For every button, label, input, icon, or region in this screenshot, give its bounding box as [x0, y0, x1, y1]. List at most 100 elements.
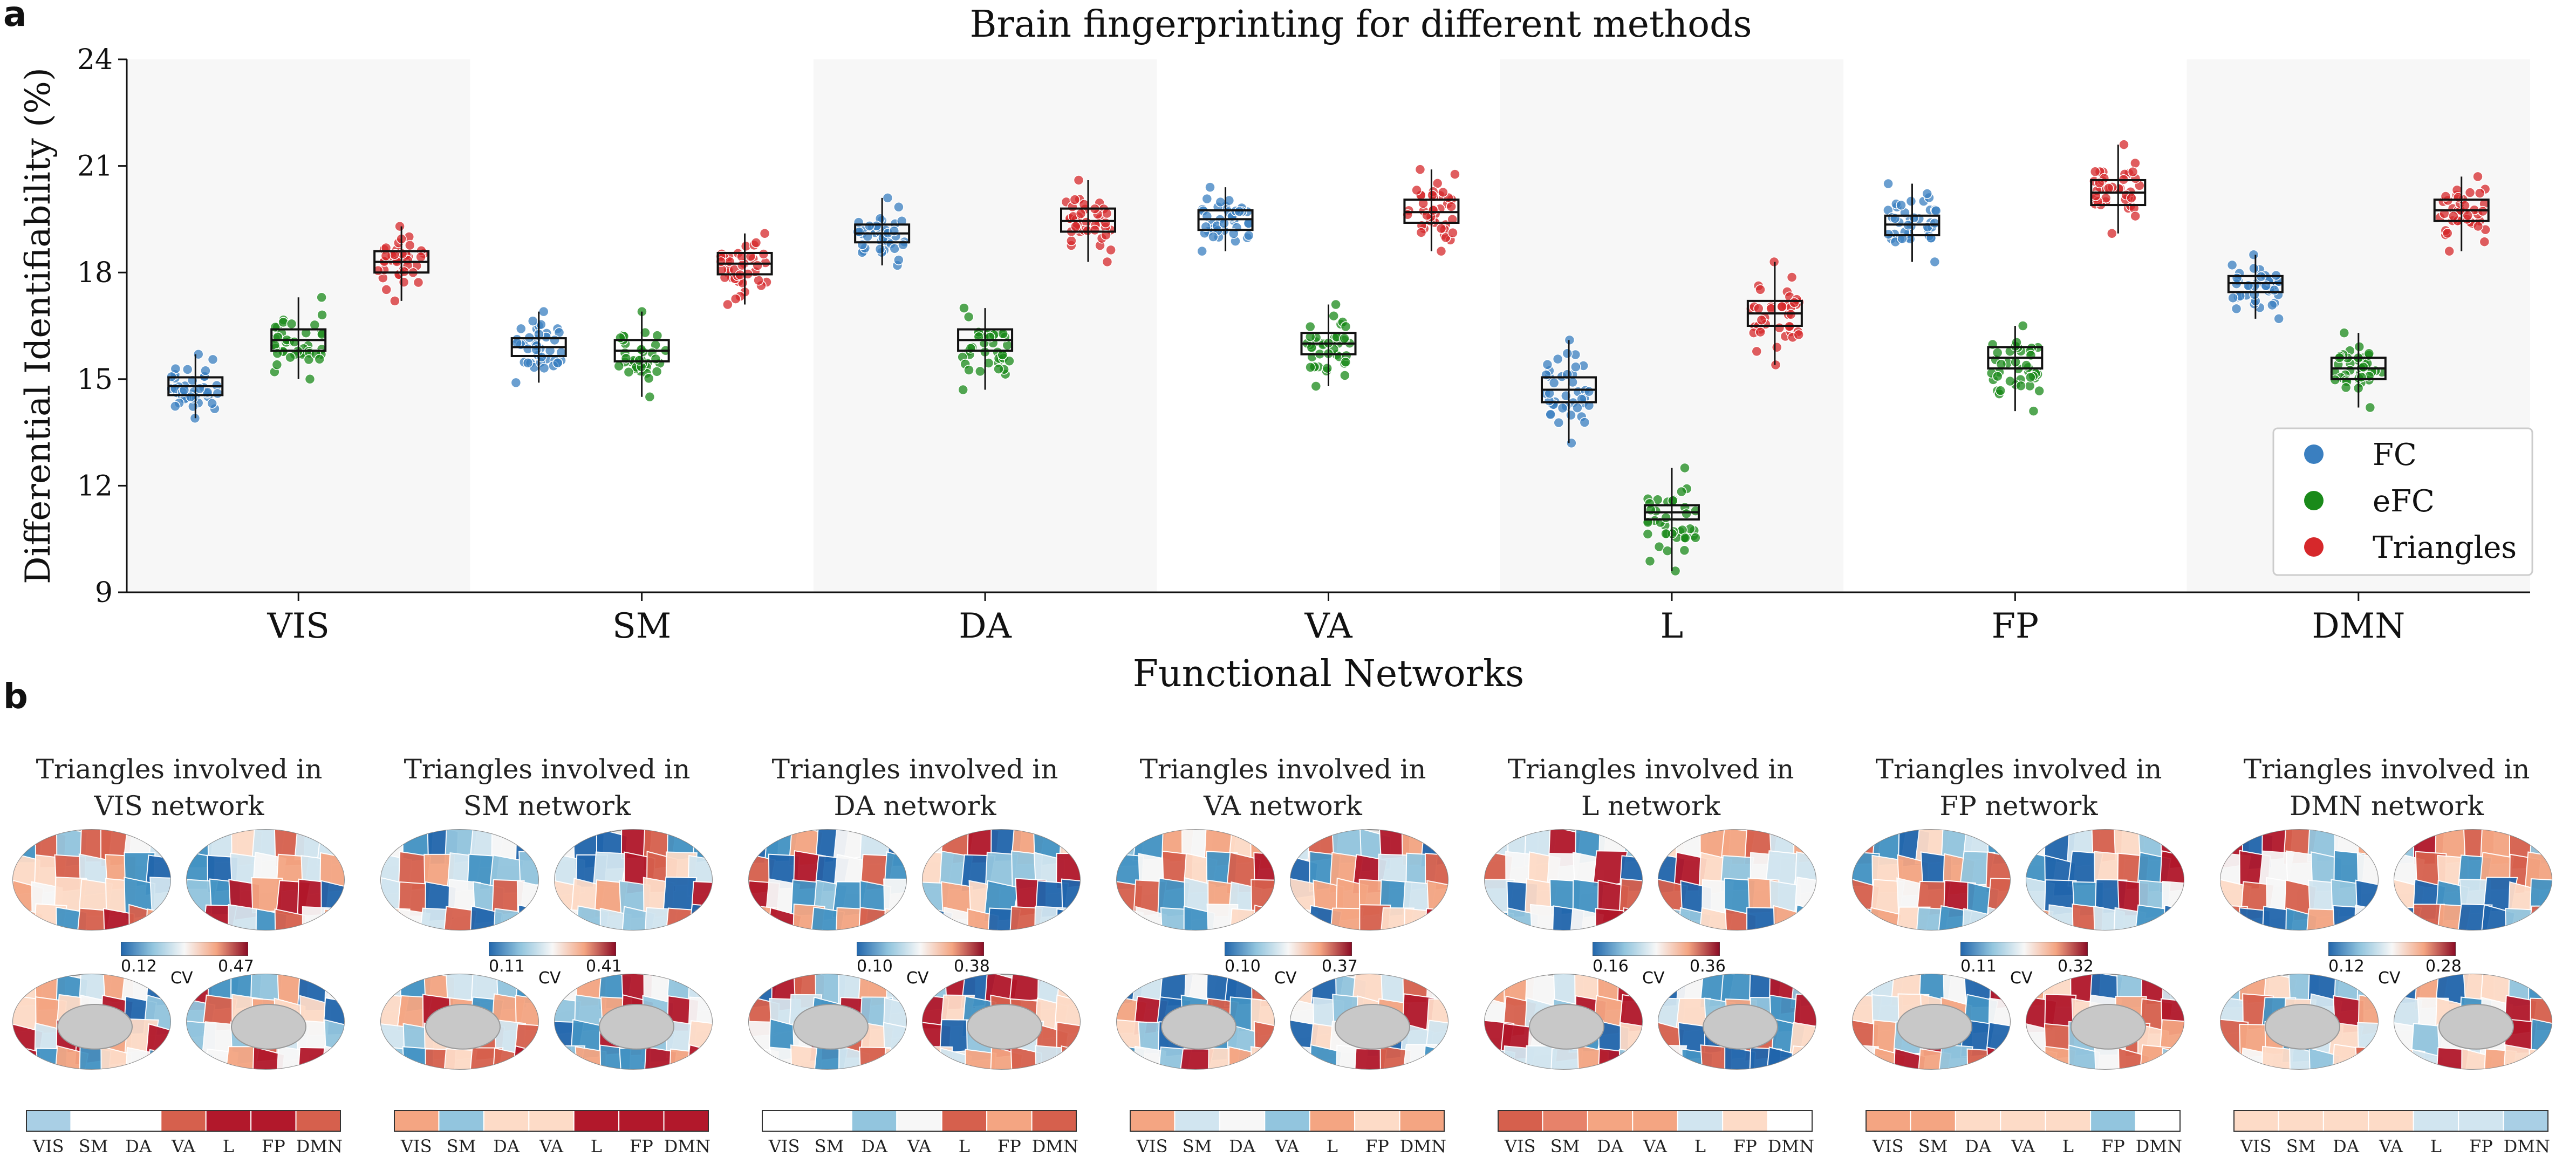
data-point — [1427, 205, 1439, 216]
network-title-line2: VIS network — [94, 790, 264, 822]
strip-label: DMN — [1399, 1136, 1446, 1157]
cv-label: CV — [2378, 969, 2401, 988]
data-point — [1661, 528, 1671, 539]
strip-label: FP — [1733, 1136, 1757, 1157]
data-point — [1929, 217, 1940, 229]
data-point — [381, 284, 392, 295]
strip-cell — [2368, 1110, 2414, 1132]
data-point — [304, 374, 316, 385]
data-point — [1205, 182, 1215, 193]
data-point — [405, 240, 415, 251]
cv-min-label: 0.10 — [857, 957, 893, 976]
data-point — [1579, 417, 1590, 428]
strip-cell — [1264, 1110, 1310, 1132]
medial-right-2 — [922, 974, 1081, 1070]
strip-label: DMN — [2135, 1136, 2182, 1157]
data-point — [730, 293, 741, 304]
cv-min-label: 0.16 — [1593, 957, 1629, 976]
data-point — [2130, 158, 2141, 169]
network-strip — [394, 1110, 709, 1132]
data-point — [2248, 249, 2259, 261]
data-point — [1427, 190, 1438, 201]
x-axis-label: Functional Networks — [1133, 653, 1524, 695]
data-point — [549, 334, 560, 346]
lateral-right-3 — [1290, 829, 1448, 931]
data-point — [1922, 188, 1932, 199]
data-point — [1070, 221, 1081, 232]
data-point — [2227, 292, 2238, 304]
network-strip — [1130, 1110, 1445, 1132]
data-point — [1450, 169, 1460, 180]
medial-left-5 — [1852, 974, 2011, 1070]
strip-label: VIS — [1872, 1136, 1904, 1157]
strip-cell — [1031, 1110, 1077, 1132]
strip-cell — [1498, 1110, 1543, 1132]
medial-left-2 — [748, 974, 907, 1070]
data-point — [1786, 272, 1798, 283]
data-point — [2089, 166, 2101, 177]
data-point — [1552, 353, 1563, 365]
strip-cell — [438, 1110, 484, 1132]
medial-right-3 — [1290, 974, 1448, 1070]
data-point — [1642, 529, 1653, 539]
strip-cell — [2135, 1110, 2181, 1132]
data-point — [2024, 380, 2035, 392]
data-point — [1102, 256, 1113, 268]
data-point — [413, 277, 424, 288]
data-point — [522, 358, 534, 368]
strip-cell — [896, 1110, 942, 1132]
data-point — [1755, 326, 1766, 338]
strip-cell — [160, 1110, 207, 1132]
strip-label: VIS — [768, 1136, 800, 1157]
lateral-left-1 — [380, 829, 539, 931]
data-point — [2340, 382, 2352, 393]
strip-label: VIS — [1504, 1136, 1536, 1157]
data-point — [316, 292, 327, 303]
strip-label: VA — [1275, 1136, 1300, 1157]
data-point — [640, 327, 651, 338]
data-point — [1548, 378, 1560, 388]
data-point — [1075, 208, 1087, 219]
data-point — [1690, 532, 1701, 543]
data-point — [2442, 228, 2453, 239]
data-point — [1340, 321, 1351, 332]
strip-label: L — [958, 1136, 971, 1157]
data-point — [1756, 314, 1767, 325]
medial-left-3 — [1116, 974, 1275, 1070]
strip-cell — [851, 1110, 898, 1132]
strip-cell — [2322, 1110, 2369, 1132]
x-tick-label: VA — [1304, 606, 1352, 646]
data-point — [1436, 245, 1447, 257]
data-point — [300, 327, 312, 338]
strip-cell — [26, 1110, 72, 1132]
network-title-line1: Triangles involved in — [1507, 754, 1794, 785]
strip-label: VA — [907, 1136, 932, 1157]
cv-min-label: 0.12 — [121, 957, 157, 976]
strip-label: VIS — [1136, 1136, 1168, 1157]
data-point — [2017, 320, 2028, 331]
data-point — [1995, 385, 2006, 396]
data-point — [1340, 370, 1350, 381]
network-title: Triangles involved in L network — [1478, 751, 1823, 824]
cv-label: CV — [170, 969, 193, 988]
medial-left-0 — [12, 974, 171, 1070]
data-point — [2267, 299, 2278, 311]
strip-cell — [2458, 1110, 2504, 1132]
data-point — [1234, 206, 1245, 217]
data-point — [2472, 221, 2484, 232]
data-point — [896, 215, 907, 227]
lateral-right-4 — [1658, 829, 1816, 931]
strip-label: DA — [2333, 1136, 2359, 1157]
data-point — [1105, 244, 1116, 256]
strip-label: FP — [2101, 1136, 2125, 1157]
network-title-line2: VA network — [1204, 790, 1362, 822]
strip-label: DA — [125, 1136, 152, 1157]
data-point — [2025, 372, 2036, 383]
data-point — [2119, 139, 2129, 150]
data-point — [644, 391, 655, 402]
data-point — [1930, 205, 1942, 216]
data-point — [1089, 224, 1101, 236]
data-point — [1100, 217, 1111, 229]
strip-cell — [1542, 1110, 1588, 1132]
y-tick-label: 21 — [77, 150, 113, 183]
